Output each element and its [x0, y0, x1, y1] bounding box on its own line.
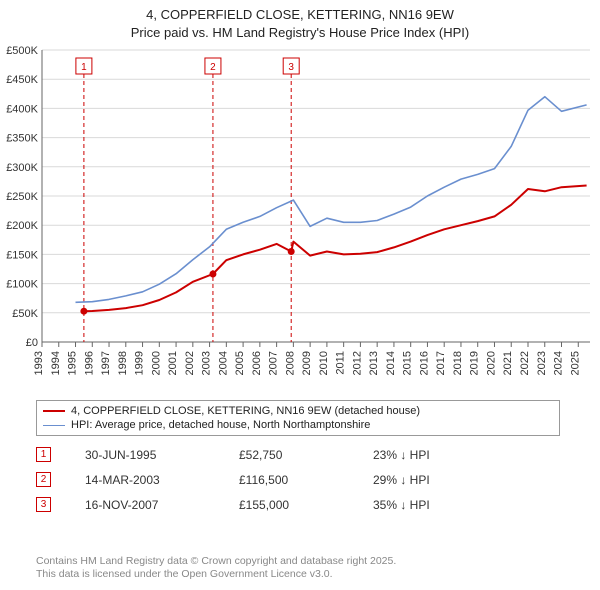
- svg-text:2024: 2024: [553, 351, 565, 375]
- svg-text:1994: 1994: [50, 351, 62, 375]
- footer-line2: This data is licensed under the Open Gov…: [36, 568, 560, 582]
- sale-price: £116,500: [239, 473, 339, 487]
- svg-text:£100K: £100K: [6, 279, 38, 291]
- svg-text:2019: 2019: [469, 351, 481, 375]
- footer-attribution: Contains HM Land Registry data © Crown c…: [36, 555, 560, 582]
- svg-text:2012: 2012: [351, 351, 363, 375]
- svg-text:2013: 2013: [368, 351, 380, 375]
- svg-text:1998: 1998: [117, 351, 129, 375]
- sale-price: £155,000: [239, 498, 339, 512]
- svg-text:2: 2: [210, 62, 216, 73]
- svg-text:£50K: £50K: [12, 308, 38, 320]
- svg-text:2014: 2014: [385, 351, 397, 375]
- legend-label: HPI: Average price, detached house, Nort…: [71, 419, 370, 431]
- sale-price: £52,750: [239, 448, 339, 462]
- legend-item: 4, COPPERFIELD CLOSE, KETTERING, NN16 9E…: [43, 404, 553, 418]
- svg-text:1993: 1993: [33, 351, 45, 375]
- legend-label: 4, COPPERFIELD CLOSE, KETTERING, NN16 9E…: [71, 405, 420, 417]
- svg-text:1997: 1997: [100, 351, 112, 375]
- svg-text:2002: 2002: [184, 351, 196, 375]
- legend-swatch: [43, 410, 65, 412]
- svg-text:2011: 2011: [335, 351, 347, 375]
- svg-text:2023: 2023: [536, 351, 548, 375]
- sale-hpi: 29% ↓ HPI: [373, 473, 560, 487]
- svg-text:2022: 2022: [519, 351, 531, 375]
- svg-text:£350K: £350K: [6, 133, 38, 145]
- svg-text:2004: 2004: [217, 351, 229, 375]
- svg-text:2018: 2018: [452, 351, 464, 375]
- svg-text:2007: 2007: [268, 351, 280, 375]
- table-row: 3 16-NOV-2007 £155,000 35% ↓ HPI: [36, 492, 560, 517]
- sales-table: 1 30-JUN-1995 £52,750 23% ↓ HPI 2 14-MAR…: [36, 442, 560, 517]
- legend-swatch: [43, 425, 65, 426]
- legend-item: HPI: Average price, detached house, Nort…: [43, 418, 553, 432]
- sale-hpi: 35% ↓ HPI: [373, 498, 560, 512]
- marker-badge: 2: [36, 472, 51, 487]
- svg-text:£450K: £450K: [6, 74, 38, 86]
- svg-text:£250K: £250K: [6, 191, 38, 203]
- sale-date: 30-JUN-1995: [85, 448, 205, 462]
- svg-text:2020: 2020: [485, 351, 497, 375]
- chart-title: 4, COPPERFIELD CLOSE, KETTERING, NN16 9E…: [0, 0, 600, 41]
- title-line1: 4, COPPERFIELD CLOSE, KETTERING, NN16 9E…: [0, 6, 600, 24]
- svg-text:3: 3: [288, 62, 294, 73]
- table-row: 2 14-MAR-2003 £116,500 29% ↓ HPI: [36, 467, 560, 492]
- svg-text:£300K: £300K: [6, 162, 38, 174]
- svg-text:2000: 2000: [150, 351, 162, 375]
- svg-text:£400K: £400K: [6, 103, 38, 115]
- sale-hpi: 23% ↓ HPI: [373, 448, 560, 462]
- svg-text:1999: 1999: [134, 351, 146, 375]
- svg-text:2016: 2016: [418, 351, 430, 375]
- svg-text:1995: 1995: [67, 351, 79, 375]
- svg-text:1996: 1996: [83, 351, 95, 375]
- marker-badge: 1: [36, 447, 51, 462]
- svg-text:2009: 2009: [301, 351, 313, 375]
- svg-text:2021: 2021: [502, 351, 514, 375]
- svg-text:2010: 2010: [318, 351, 330, 375]
- svg-text:2015: 2015: [402, 351, 414, 375]
- table-row: 1 30-JUN-1995 £52,750 23% ↓ HPI: [36, 442, 560, 467]
- svg-text:£200K: £200K: [6, 220, 38, 232]
- svg-text:1: 1: [81, 62, 87, 73]
- legend: 4, COPPERFIELD CLOSE, KETTERING, NN16 9E…: [36, 400, 560, 436]
- title-line2: Price paid vs. HM Land Registry's House …: [0, 24, 600, 42]
- svg-text:£0: £0: [26, 337, 38, 349]
- svg-text:2005: 2005: [234, 351, 246, 375]
- svg-text:£150K: £150K: [6, 249, 38, 261]
- chart: £0 £50K £100K £150K £200K £250K £300K £350K £400…: [0, 44, 600, 398]
- svg-text:2008: 2008: [284, 351, 296, 375]
- marker-badge: 3: [36, 497, 51, 512]
- svg-text:£500K: £500K: [6, 45, 38, 57]
- svg-text:2025: 2025: [569, 351, 581, 375]
- svg-text:2003: 2003: [201, 351, 213, 375]
- svg-text:2006: 2006: [251, 351, 263, 375]
- sale-date: 14-MAR-2003: [85, 473, 205, 487]
- svg-text:2001: 2001: [167, 351, 179, 375]
- footer-line1: Contains HM Land Registry data © Crown c…: [36, 555, 560, 569]
- sale-date: 16-NOV-2007: [85, 498, 205, 512]
- svg-text:2017: 2017: [435, 351, 447, 375]
